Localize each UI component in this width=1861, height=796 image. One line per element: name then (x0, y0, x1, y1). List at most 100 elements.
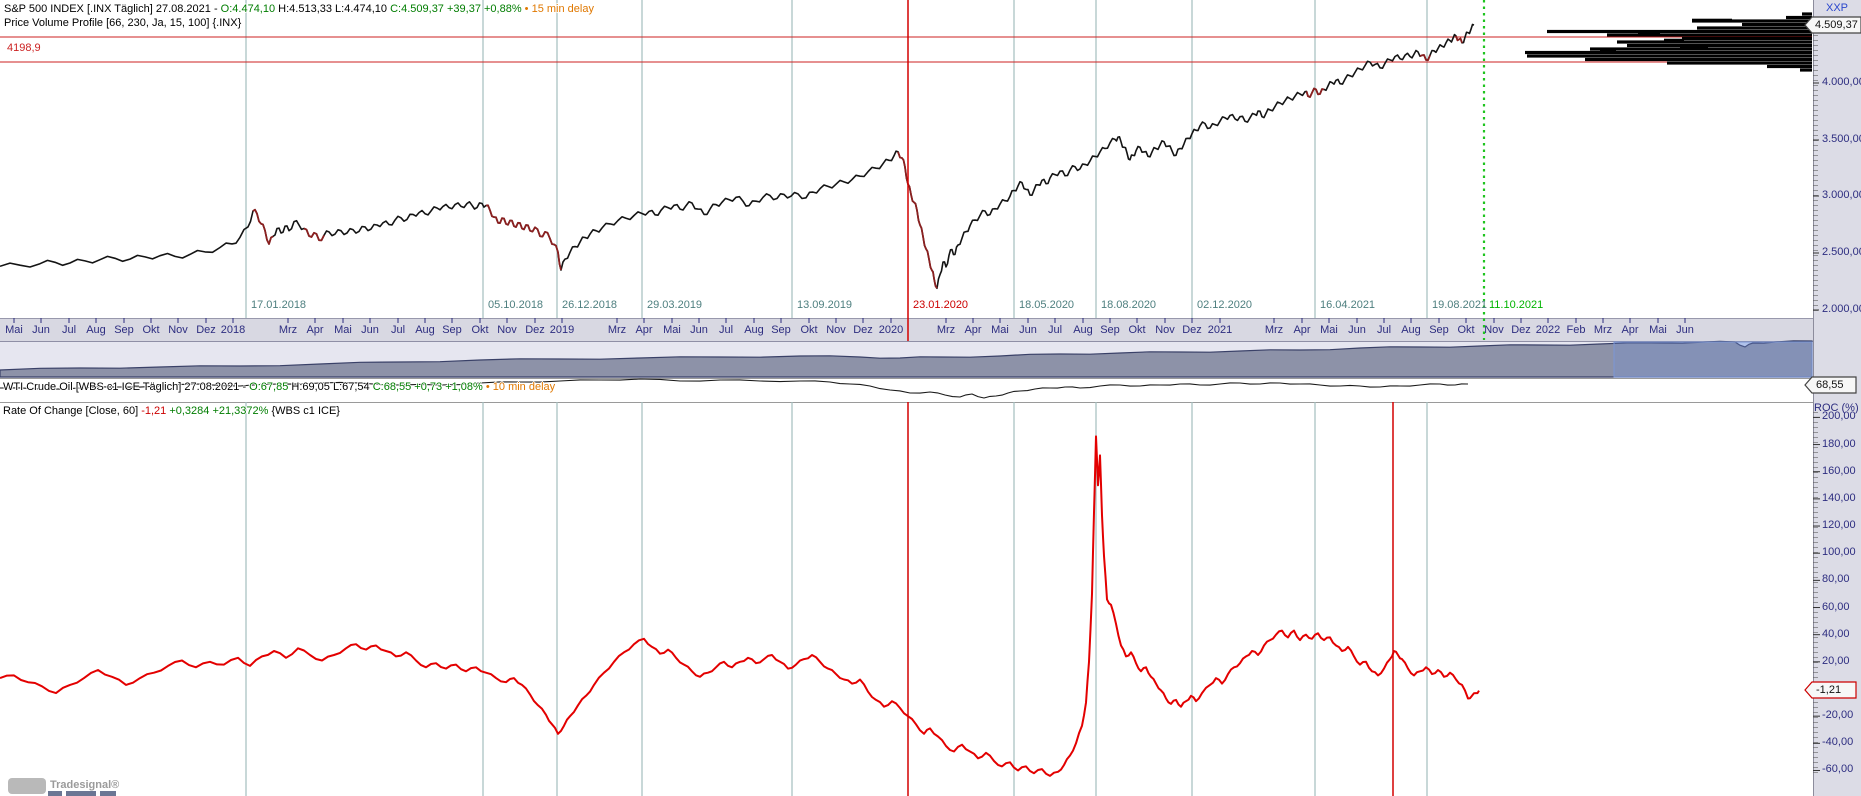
volume-profile-bar (1692, 18, 1732, 22)
sp500-price-series (0, 23, 1475, 290)
month-label: Dez (196, 324, 216, 336)
volume-profile-bar (1767, 64, 1812, 69)
volume-profile-bar (1617, 40, 1812, 44)
sp500-down-candles (485, 204, 562, 271)
roc-tick-label: 200,00 (1822, 410, 1856, 423)
month-label: Apr (1621, 324, 1639, 336)
sp500-down-candles (303, 227, 325, 242)
month-label: 2018 (220, 324, 246, 336)
tradesignal-watermark: Tradesignal® (50, 779, 120, 791)
date-marker-label: 05.10.2018 (488, 299, 544, 311)
pvp-header[interactable]: Price Volume Profile [66, 230, Ja, 15, 1… (4, 17, 242, 29)
month-label: Aug (744, 324, 764, 336)
month-label: Jul (1047, 324, 1063, 336)
sp500-header-segment: H:4.513,33 L:4.474,10 (278, 3, 391, 15)
month-label: Mai (1649, 324, 1667, 336)
wti-header-segment: O:67,85 (249, 381, 292, 393)
sp500-header-segment: • 15 min delay (524, 3, 594, 15)
month-label: Sep (442, 324, 462, 336)
roc-tick-label: 120,00 (1822, 519, 1856, 532)
logo-fragment (100, 791, 116, 796)
month-label: Aug (415, 324, 435, 336)
month-label: Sep (114, 324, 134, 336)
wti-last-price-tag: 68,55 (1816, 379, 1844, 391)
month-label: Dez (853, 324, 873, 336)
month-label: Mai (1320, 324, 1338, 336)
wti-header[interactable]: WTI Crude Oil [WBS c1 ICE Täglich] 27.08… (3, 381, 555, 393)
month-label: Mai (334, 324, 352, 336)
month-label: Mrz (278, 324, 298, 336)
date-marker-label: 26.12.2018 (562, 299, 618, 311)
volume-profile-bar (1607, 33, 1812, 37)
month-label: Okt (142, 324, 160, 336)
logo-fragment (48, 791, 62, 796)
month-label: Jun (32, 324, 50, 336)
wti-price-series (0, 378, 1469, 399)
price-axis-gutter[interactable] (1813, 0, 1861, 796)
month-label: 2020 (878, 324, 904, 336)
month-label: Jun (1348, 324, 1366, 336)
month-label: Jun (690, 324, 708, 336)
month-label: Jun (1019, 324, 1037, 336)
roc-value-tag: -1,21 (1816, 684, 1842, 696)
price-tick-label: 3.000,00 (1822, 189, 1861, 201)
month-label: Dez (1182, 324, 1202, 336)
price-axis-minor-ticks (1813, 30, 1818, 315)
volume-profile-bar (1682, 36, 1812, 41)
sp500-down-candles (897, 151, 938, 289)
date-marker-label: 23.01.2020 (913, 299, 969, 311)
volume-profile-bar (1547, 29, 1812, 34)
month-label: Sep (1100, 324, 1120, 336)
roc-tick-label: 140,00 (1822, 491, 1856, 504)
roc-header-segment: +0,3284 +21,3372% (169, 405, 272, 417)
roc-value-tag-shape (1804, 681, 1857, 699)
sp500-header-segment: O:4.474,10 (220, 3, 279, 15)
sp500-header[interactable]: S&P 500 INDEX [.INX Täglich] 27.08.2021 … (4, 3, 594, 15)
month-label: 2019 (549, 324, 575, 336)
roc-tick-label: -40,00 (1822, 736, 1854, 749)
roc-tick-label: 160,00 (1822, 464, 1856, 477)
month-label: Nov (1155, 324, 1175, 336)
volume-profile-bar (1742, 22, 1812, 27)
date-marker-label: 19.08.2021 (1432, 299, 1488, 311)
sp500-header-segment: C:4.509,37 +39,37 +0,88% (390, 3, 525, 15)
month-label: Mrz (1264, 324, 1284, 336)
time-axis-band[interactable] (0, 318, 1813, 342)
roc-header[interactable]: Rate Of Change [Close, 60] -1,21 +0,3284… (3, 405, 340, 417)
month-label: 2021 (1207, 324, 1233, 336)
month-label: Apr (1293, 324, 1311, 336)
month-label: Jul (718, 324, 734, 336)
month-label: Nov (168, 324, 188, 336)
wti-subchart-strip[interactable] (0, 378, 1813, 403)
roc-header-segment: {WBS c1 ICE} (271, 405, 340, 417)
date-marker-label: 11.10.2021 (1489, 299, 1544, 311)
roc-tick-label: -20,00 (1822, 709, 1854, 722)
tradesignal-logo-icon (8, 778, 46, 794)
volume-profile-bar (1786, 15, 1812, 20)
volume-profile-bar (1697, 26, 1812, 30)
navigator-selection[interactable] (1613, 341, 1813, 378)
month-label: Okt (800, 324, 818, 336)
month-label: Mrz (936, 324, 956, 336)
month-label: Jun (1676, 324, 1694, 336)
month-label: Mai (5, 324, 23, 336)
wti-header-segment: H:69,05 L:67,54 (291, 381, 373, 393)
month-label: Okt (1128, 324, 1146, 336)
month-label: Jul (390, 324, 406, 336)
volume-profile-bar (1585, 57, 1812, 62)
month-label: Dez (525, 324, 545, 336)
month-label: Nov (497, 324, 517, 336)
volume-profile-bar (1664, 38, 1684, 42)
wti-header-segment: C:68,55 +0,73 +1,08% (372, 381, 486, 393)
volume-profile-bar (1558, 54, 1576, 58)
volume-profile-bar (1692, 19, 1812, 23)
month-label: Sep (1429, 324, 1449, 336)
navigator-area (0, 340, 1813, 378)
month-label: Jul (61, 324, 77, 336)
volume-profile-bar (1638, 31, 1660, 35)
volume-profile-bar (1527, 54, 1812, 58)
month-label: Okt (471, 324, 489, 336)
month-label: Apr (635, 324, 653, 336)
